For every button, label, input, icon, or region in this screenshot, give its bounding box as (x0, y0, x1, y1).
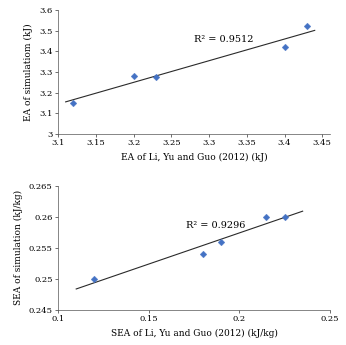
X-axis label: EA of Li, Yu and Guo (2012) (kJ): EA of Li, Yu and Guo (2012) (kJ) (121, 153, 267, 162)
Text: R² = 0.9512: R² = 0.9512 (194, 35, 254, 44)
Point (282, 214, 287, 220)
Point (71, 100, 76, 106)
Point (264, 214, 269, 220)
X-axis label: SEA of Li, Yu and Guo (2012) (kJ/kg): SEA of Li, Yu and Guo (2012) (kJ/kg) (110, 329, 277, 338)
Point (282, 45, 287, 50)
Point (200, 251, 206, 257)
Point (304, 24, 310, 29)
Point (153, 74, 159, 80)
Text: R² = 0.9296: R² = 0.9296 (186, 221, 245, 230)
Y-axis label: EA of simulatiom (kJ): EA of simulatiom (kJ) (24, 23, 34, 121)
Point (92, 276, 97, 282)
Point (218, 239, 224, 245)
Point (131, 73, 136, 79)
Y-axis label: SEA of simulation (kJ/kg): SEA of simulation (kJ/kg) (14, 190, 23, 305)
